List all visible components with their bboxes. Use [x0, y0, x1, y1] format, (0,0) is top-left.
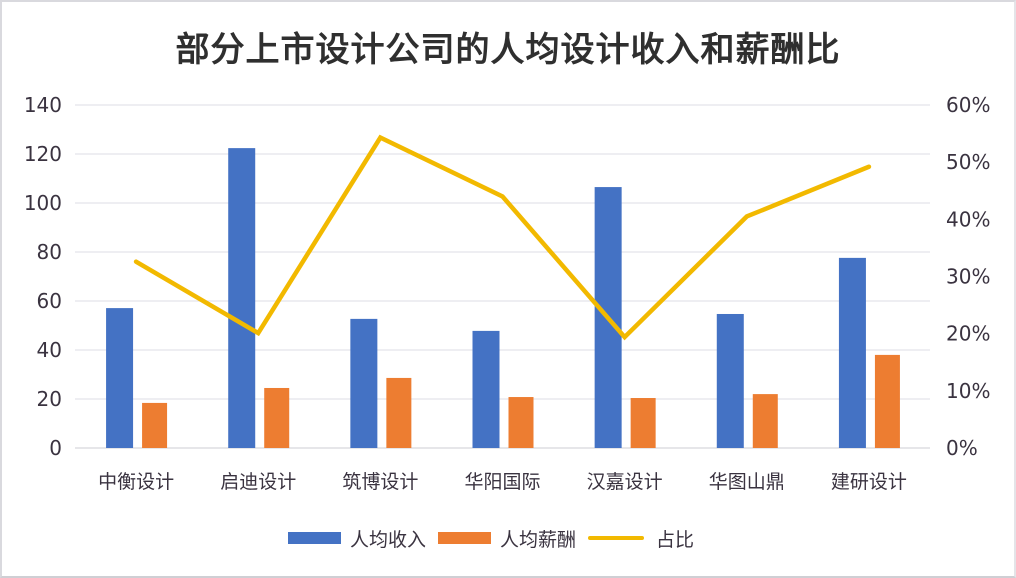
- y2-tick-label: 60%: [946, 93, 990, 117]
- legend-swatch-salary: [438, 532, 492, 544]
- y-tick-label: 100: [24, 191, 62, 215]
- y2-tick-label: 30%: [946, 265, 990, 289]
- bar-income: [472, 330, 500, 448]
- x-tick-label: 华阳国际: [464, 471, 540, 493]
- legend-label-ratio: 占比: [656, 528, 695, 551]
- x-tick-label: 建研设计: [831, 471, 907, 493]
- y-tick-label: 0: [49, 436, 62, 460]
- bar-income: [106, 308, 134, 448]
- x-tick-label: 中衡设计: [98, 471, 174, 493]
- y-tick-label: 60: [37, 289, 62, 313]
- bar-income: [838, 257, 866, 448]
- gridlines: [75, 104, 930, 449]
- x-tick-label: 筑博设计: [342, 471, 418, 493]
- legend-item-ratio: 占比: [588, 525, 694, 552]
- y-tick-label: 40: [37, 338, 62, 362]
- legend-label-income: 人均收入: [350, 528, 427, 551]
- y2-tick-label: 40%: [946, 207, 990, 231]
- bar-income: [228, 148, 256, 448]
- bar-salary: [386, 377, 412, 448]
- y2-tick-label: 20%: [946, 322, 990, 346]
- right-y-axis: 0% 10% 20% 30% 40% 50% 60%: [946, 93, 990, 460]
- bar-salary: [264, 387, 290, 448]
- legend-swatch-income: [288, 532, 341, 544]
- bar-salary: [752, 394, 778, 448]
- line-series: [133, 134, 872, 341]
- y2-tick-label: 50%: [946, 150, 990, 174]
- x-tick-label: 汉嘉设计: [587, 471, 663, 493]
- legend: 人均收入 人均薪酬 占比: [288, 524, 706, 552]
- chart-title: 部分上市设计公司的人均设计收入和薪酬比: [175, 30, 841, 70]
- bar-salary: [142, 402, 168, 448]
- bar-income: [350, 318, 378, 448]
- y-tick-label: 140: [24, 93, 62, 117]
- bar-salary: [508, 397, 534, 448]
- y2-tick-label: 10%: [946, 379, 990, 403]
- bar-series: [106, 148, 900, 448]
- left-y-axis: 0 20 40 60 80 100 120 140: [24, 93, 62, 460]
- x-tick-label: 华图山鼎: [709, 471, 785, 493]
- x-tick-label: 启迪设计: [220, 471, 296, 493]
- y-tick-label: 80: [37, 240, 62, 264]
- y2-tick-label: 0%: [946, 436, 978, 460]
- legend-item-income: 人均收入: [288, 525, 426, 552]
- bar-salary: [874, 354, 900, 448]
- legend-label-salary: 人均薪酬: [500, 528, 577, 551]
- y-tick-label: 20: [37, 387, 62, 411]
- y-tick-label: 120: [24, 142, 62, 166]
- bar-salary: [630, 398, 656, 448]
- ratio-line: [133, 134, 872, 341]
- legend-item-salary: 人均薪酬: [438, 525, 576, 552]
- bar-income: [716, 313, 744, 448]
- x-axis: 中衡设计 启迪设计 筑博设计 华阳国际 汉嘉设计 华图山鼎 建研设计: [98, 471, 907, 493]
- legend-line-ratio: [588, 536, 645, 540]
